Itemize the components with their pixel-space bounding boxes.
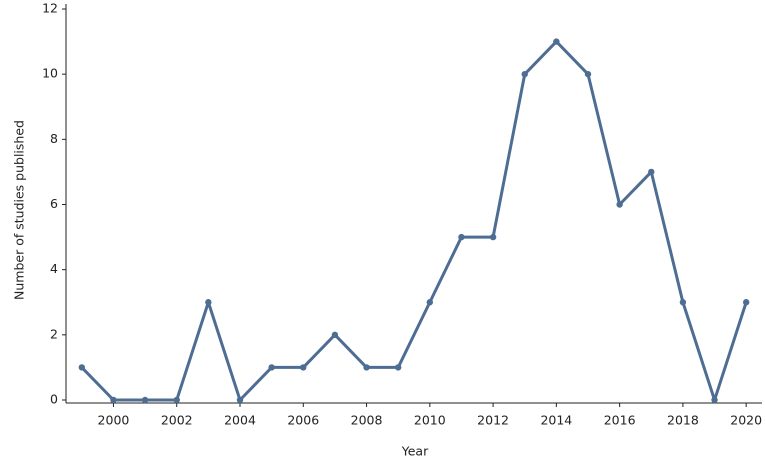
y-tick-label: 2 [50, 326, 58, 341]
point [521, 70, 528, 78]
y-tick-label: 10 [42, 66, 58, 81]
point [300, 364, 307, 371]
x-tick-label: 2002 [161, 413, 193, 428]
line [80, 40, 748, 402]
x-tick-label: 2016 [604, 413, 636, 428]
y-tick-label: 12 [42, 1, 58, 16]
point [268, 364, 275, 371]
point [679, 299, 687, 306]
point [584, 70, 592, 78]
point [553, 38, 560, 45]
point [742, 299, 750, 306]
y-tick-label: 4 [50, 261, 58, 276]
point [110, 396, 117, 404]
point [363, 364, 370, 371]
y-tick-label: 8 [50, 131, 58, 146]
x-tick-label: 2008 [351, 413, 383, 428]
point [394, 364, 402, 371]
point [616, 201, 623, 208]
y-tick-label: 0 [50, 392, 58, 407]
point [458, 233, 465, 241]
x-tick-label: 2018 [667, 413, 699, 428]
point [426, 299, 434, 306]
point [711, 396, 718, 404]
point [205, 299, 212, 306]
x-tick-label: 2000 [98, 413, 130, 428]
x-tick-label: 2010 [414, 413, 446, 428]
x-axis-label: Year [401, 444, 429, 459]
y-tick-label: 6 [50, 196, 58, 211]
point [489, 233, 497, 241]
point [78, 364, 86, 371]
y-axis-label: Number of studies published [12, 120, 27, 300]
point [141, 396, 149, 404]
x-tick-label: 2014 [540, 413, 572, 428]
point [173, 396, 180, 404]
x-tick-label: 2012 [477, 413, 509, 428]
x-tick-label: 2004 [224, 413, 256, 428]
x-tick-label: 2020 [730, 413, 762, 428]
x-tick-label: 2006 [287, 413, 319, 428]
point [648, 168, 655, 176]
point [331, 331, 339, 339]
point [236, 396, 244, 404]
